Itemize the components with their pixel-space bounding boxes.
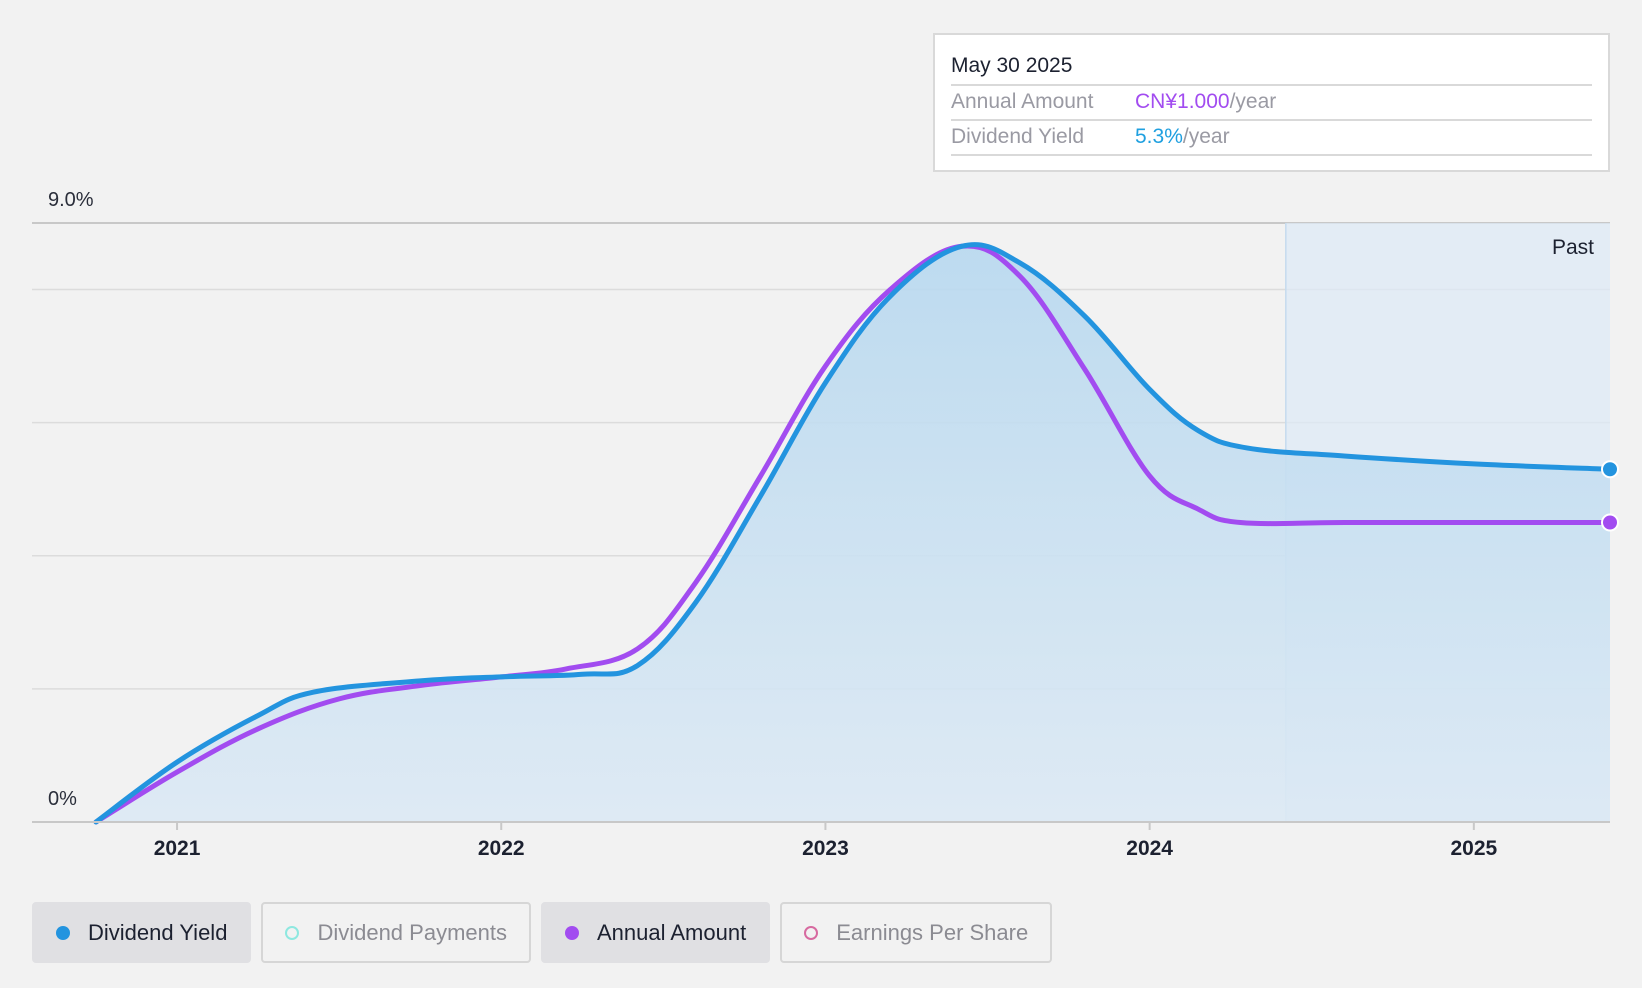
legend-dividend-yield[interactable]: Dividend Yield xyxy=(32,902,252,963)
tooltip-annual-row: Annual Amount CN¥1.000 /year xyxy=(951,86,1592,121)
x-tick-label: 2021 xyxy=(154,837,201,860)
tooltip-date: May 30 2025 xyxy=(951,51,1592,86)
series-layer xyxy=(93,242,1613,825)
past-label: Past xyxy=(1552,236,1594,259)
annual-amount-dot-icon xyxy=(564,925,579,940)
yield-area-fill xyxy=(96,244,1610,822)
x-tick-label: 2022 xyxy=(478,837,525,860)
legend-dividend-yield-label: Dividend Yield xyxy=(88,919,228,945)
legend-earnings-per-share[interactable]: Earnings Per Share xyxy=(780,902,1053,963)
annual-amount-end-marker xyxy=(1601,513,1619,532)
tooltip-yield-unit: /year xyxy=(1182,125,1230,148)
tooltip-yield-row: Dividend Yield 5.3% /year xyxy=(951,121,1592,156)
tooltip-yield-label: Dividend Yield xyxy=(951,125,1085,148)
x-tick-label: 2025 xyxy=(1450,837,1497,860)
dividend-yield-line xyxy=(93,242,1613,825)
earnings-per-share-ring-icon xyxy=(804,925,819,940)
tooltip-annual-label: Annual Amount xyxy=(951,90,1094,113)
legend-earnings-per-share-label: Earnings Per Share xyxy=(836,919,1029,945)
y-axis-bottom-label: 0% xyxy=(48,788,77,810)
legend-annual-amount[interactable]: Annual Amount xyxy=(540,902,771,963)
dividend-yield-end-marker xyxy=(1601,460,1619,479)
legend: Dividend Yield Dividend Payments Annual … xyxy=(32,902,1062,963)
annual-amount-line xyxy=(93,243,1613,825)
y-axis-top-label: 9.0% xyxy=(48,189,94,211)
tooltip-yield-value: 5.3% xyxy=(1135,125,1183,148)
tooltip: May 30 2025 Annual Amount CN¥1.000 /year… xyxy=(933,33,1610,172)
tooltip-annual-value: CN¥1.000 xyxy=(1135,90,1230,113)
legend-annual-amount-label: Annual Amount xyxy=(596,919,747,945)
x-tick-label: 2024 xyxy=(1126,837,1173,860)
dividend-yield-dot-icon xyxy=(56,925,70,940)
x-tick-label: 2023 xyxy=(802,837,849,860)
series-end-markers xyxy=(1601,460,1619,532)
legend-dividend-payments-label: Dividend Payments xyxy=(317,919,507,945)
dividend-payments-ring-icon xyxy=(285,925,300,940)
legend-dividend-payments[interactable]: Dividend Payments xyxy=(261,902,531,963)
x-axis-ticks: 2021 2022 2023 2024 2025 xyxy=(154,822,1498,860)
tooltip-annual-unit: /year xyxy=(1229,90,1277,113)
